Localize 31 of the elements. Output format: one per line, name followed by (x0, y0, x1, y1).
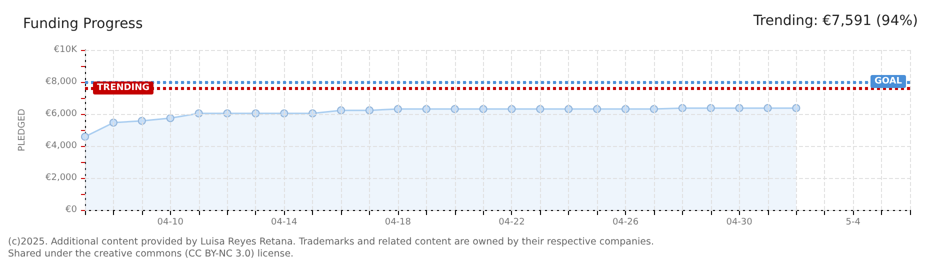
ref-line-label: TRENDING (97, 83, 150, 94)
point (81, 132, 89, 141)
point (706, 104, 715, 112)
y-tick-label: €8,000 (46, 77, 78, 87)
point (138, 116, 146, 125)
x-tick-label: 04-14 (271, 218, 298, 228)
y-tick-label: €2,000 (46, 173, 78, 183)
x-tick-label: 5-4 (846, 218, 861, 228)
point (109, 118, 118, 127)
y-tick-label: €0 (66, 205, 78, 215)
y-axis-title: PLEDGED (18, 108, 28, 152)
point (394, 105, 402, 114)
chart-title: Funding Progress (23, 16, 143, 32)
point (650, 105, 658, 114)
text: Trending: €7,591 (94%) (752, 13, 918, 29)
point (622, 105, 630, 114)
point (678, 104, 686, 112)
x-tick-label: 04-18 (384, 218, 412, 228)
text: Shared under the creative commons (CC BY-NC 3.0) license. (8, 248, 294, 260)
point (593, 105, 602, 114)
x-tick-label: 04-26 (612, 218, 639, 228)
point (422, 105, 430, 114)
ref-line-label: GOAL (874, 76, 902, 86)
text: (c)2025. Additional content provided by Luisa Reyes Retana. Trademarks and related content are owned by their respective companies. (8, 236, 654, 248)
y-tick-label: €4,000 (46, 141, 78, 151)
x-tick-label: 04-30 (726, 218, 753, 228)
y-tick-label: €10K (54, 45, 78, 55)
point (564, 105, 573, 114)
y-tick-label: €6,000 (46, 109, 78, 119)
x-tick-label: 04-22 (498, 218, 525, 228)
x-tick-label: 04-10 (157, 218, 184, 228)
